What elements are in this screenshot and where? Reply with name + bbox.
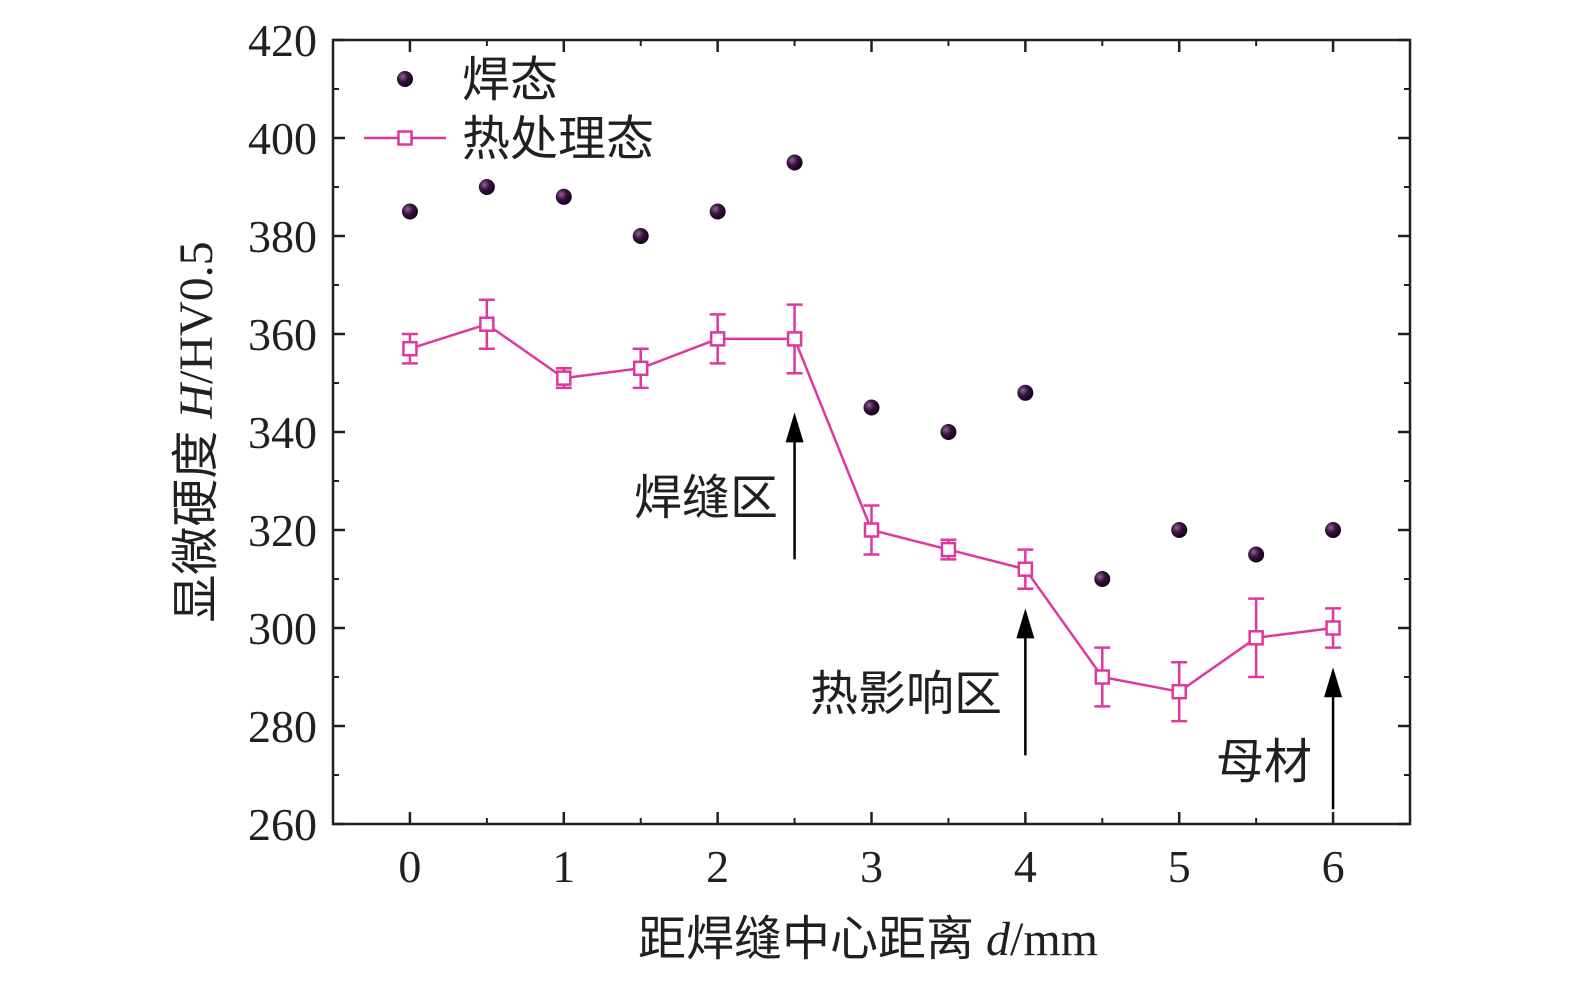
legend-label-as-welded: 焊态 bbox=[462, 54, 558, 107]
y-tick-label: 340 bbox=[248, 407, 317, 458]
annotation-arrow-head bbox=[1016, 608, 1035, 639]
x-tick-label: 3 bbox=[860, 841, 883, 892]
dot-marker bbox=[1325, 522, 1342, 538]
y-tick-label: 420 bbox=[248, 15, 317, 66]
x-tick-label: 0 bbox=[398, 841, 421, 892]
square-marker bbox=[632, 360, 649, 377]
y-tick-label: 320 bbox=[248, 505, 317, 556]
legend-square-marker bbox=[397, 130, 413, 146]
y-axis-label: 显微硬度 H/HV0.5 bbox=[170, 241, 223, 622]
dot-marker bbox=[1017, 384, 1034, 401]
legend-label-heat-treated: 热处理态 bbox=[462, 113, 654, 166]
dot-marker bbox=[1171, 522, 1188, 538]
square-marker bbox=[1171, 683, 1187, 700]
y-tick-label: 300 bbox=[248, 603, 317, 654]
square-marker bbox=[402, 340, 418, 357]
square-marker bbox=[1248, 630, 1264, 646]
square-marker bbox=[479, 316, 495, 332]
dot-marker bbox=[940, 424, 957, 440]
square-marker bbox=[863, 522, 880, 538]
y-tick-label: 280 bbox=[248, 701, 317, 752]
dot-marker bbox=[709, 203, 726, 220]
dot-marker bbox=[401, 203, 418, 220]
square-marker bbox=[1325, 620, 1341, 636]
square-marker bbox=[709, 331, 726, 347]
legend-dot-marker bbox=[397, 71, 413, 87]
annotation-arrow-head bbox=[1324, 667, 1343, 698]
annotation-arrow-head bbox=[785, 412, 804, 443]
axes: 0 1 2 3 4 5 6 260 280 300 320 340 360 380 400 420 bbox=[248, 15, 1412, 892]
y-tick-label: 260 bbox=[248, 799, 317, 850]
heat-treated-series bbox=[401, 298, 1342, 723]
square-marker bbox=[556, 370, 572, 386]
as-welded-series bbox=[401, 154, 1342, 587]
dot-marker bbox=[555, 188, 572, 205]
x-tick-label: 4 bbox=[1014, 841, 1037, 892]
square-marker bbox=[1094, 669, 1111, 685]
annotation-label: 焊缝区 bbox=[634, 472, 778, 525]
x-tick-label: 5 bbox=[1168, 841, 1191, 892]
dot-marker bbox=[1094, 571, 1111, 587]
x-axis-label: 距焊缝中心距离 d/mm bbox=[638, 913, 1098, 966]
annotation-label: 热影响区 bbox=[810, 668, 1002, 721]
dot-marker bbox=[478, 179, 495, 195]
square-marker bbox=[940, 541, 957, 558]
y-tick-label: 380 bbox=[248, 211, 317, 262]
dot-marker bbox=[863, 399, 880, 416]
y-tick-label: 360 bbox=[248, 309, 317, 360]
square-marker bbox=[1017, 561, 1034, 577]
x-tick-label: 6 bbox=[1322, 841, 1345, 892]
x-tick-label: 1 bbox=[552, 841, 575, 892]
annotation-label: 母材 bbox=[1216, 736, 1312, 789]
dot-marker bbox=[1248, 546, 1265, 563]
dot-marker bbox=[786, 154, 803, 171]
dot-marker bbox=[632, 228, 649, 244]
square-marker bbox=[786, 331, 803, 347]
x-tick-label: 2 bbox=[706, 841, 729, 892]
y-tick-label: 400 bbox=[248, 113, 317, 164]
